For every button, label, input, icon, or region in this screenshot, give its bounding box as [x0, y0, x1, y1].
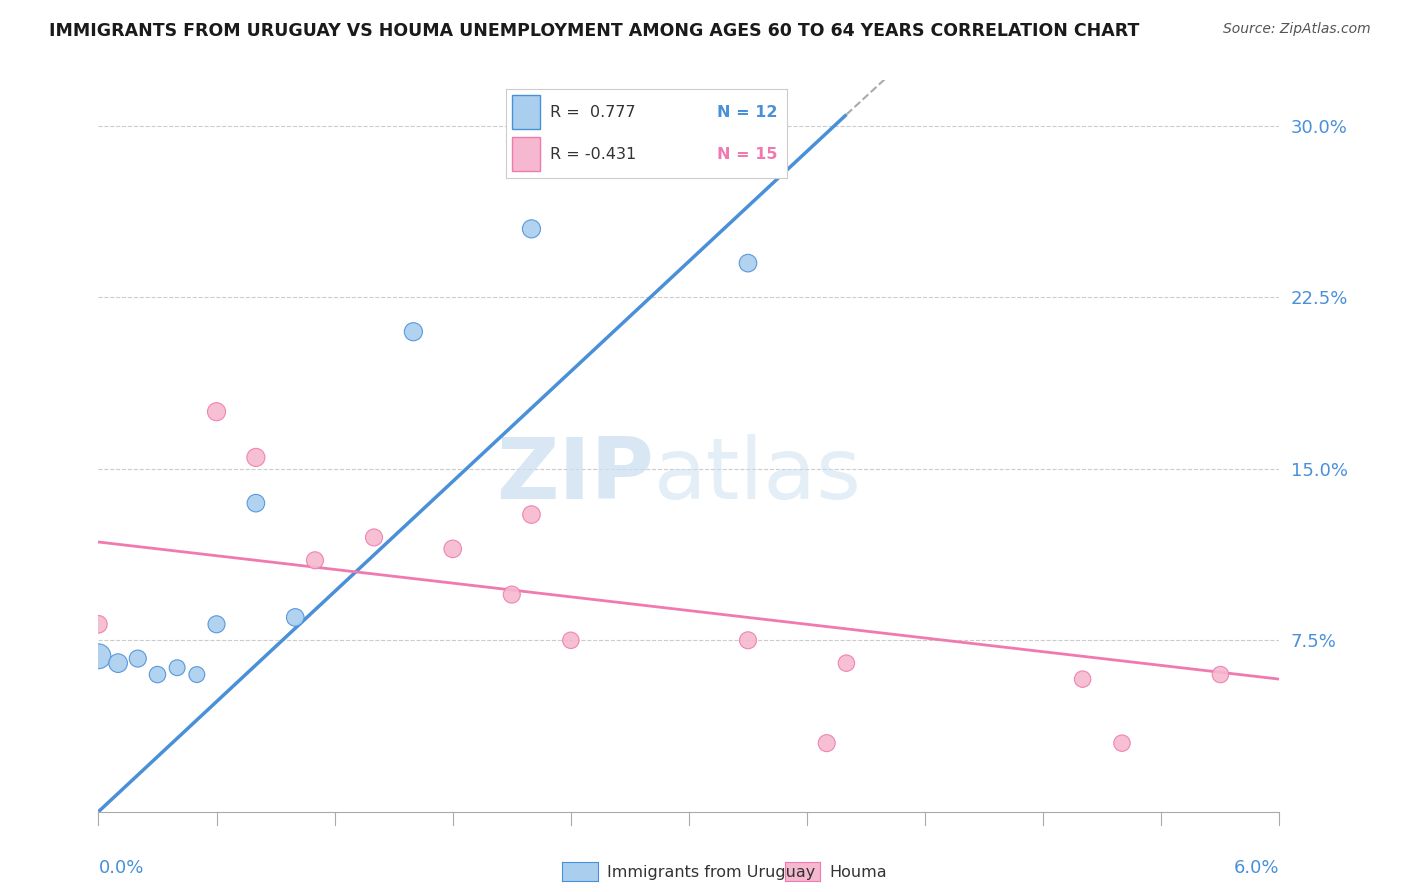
Point	[186, 667, 208, 681]
Text: 6.0%: 6.0%	[1234, 859, 1279, 877]
Text: atlas: atlas	[654, 434, 862, 516]
Text: ZIP: ZIP	[496, 434, 654, 516]
Point	[146, 667, 169, 681]
Point	[815, 736, 838, 750]
Point	[1111, 736, 1133, 750]
Point	[737, 633, 759, 648]
FancyBboxPatch shape	[512, 137, 540, 171]
Point	[245, 450, 267, 465]
Point	[363, 530, 385, 544]
Point	[737, 256, 759, 270]
Point	[835, 656, 858, 670]
Text: Immigrants from Uruguay: Immigrants from Uruguay	[607, 865, 815, 880]
Point	[127, 651, 149, 665]
Point	[1209, 667, 1232, 681]
Point	[441, 541, 464, 556]
Text: R =  0.777: R = 0.777	[550, 105, 636, 120]
Point	[87, 649, 110, 664]
Text: N = 12: N = 12	[717, 105, 778, 120]
Point	[402, 325, 425, 339]
Point	[560, 633, 582, 648]
Text: IMMIGRANTS FROM URUGUAY VS HOUMA UNEMPLOYMENT AMONG AGES 60 TO 64 YEARS CORRELAT: IMMIGRANTS FROM URUGUAY VS HOUMA UNEMPLO…	[49, 22, 1140, 40]
Point	[205, 617, 228, 632]
Text: R = -0.431: R = -0.431	[550, 147, 636, 161]
Point	[245, 496, 267, 510]
Point	[205, 405, 228, 419]
Point	[520, 508, 543, 522]
Text: N = 15: N = 15	[717, 147, 778, 161]
Point	[501, 588, 523, 602]
Text: 0.0%: 0.0%	[98, 859, 143, 877]
Point	[1071, 672, 1094, 686]
Point	[107, 656, 129, 670]
FancyBboxPatch shape	[512, 95, 540, 129]
Text: Source: ZipAtlas.com: Source: ZipAtlas.com	[1223, 22, 1371, 37]
Point	[304, 553, 326, 567]
Point	[87, 617, 110, 632]
Text: Houma: Houma	[830, 865, 887, 880]
Point	[284, 610, 307, 624]
Point	[166, 661, 188, 675]
Point	[520, 222, 543, 236]
